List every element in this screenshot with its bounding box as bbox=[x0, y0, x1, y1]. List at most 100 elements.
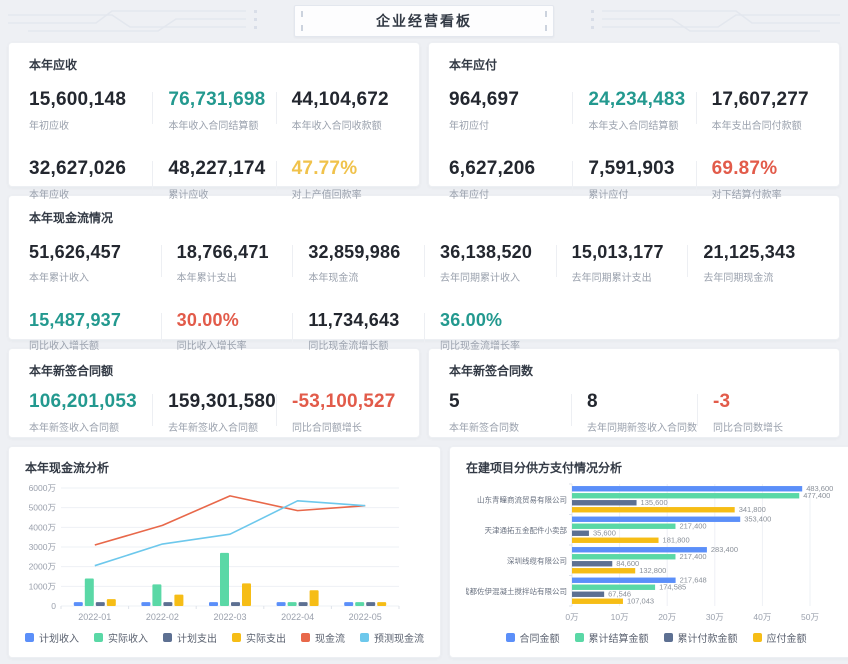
stat-lastyear-income: 36,138,520 去年同期累计收入 bbox=[424, 242, 556, 284]
row-new-contracts: 本年新签合同额 106,201,053 本年新签收入合同额 159,301,58… bbox=[8, 348, 840, 438]
stat-income-contract-settlement: 76,731,698 本年收入合同结算额 bbox=[152, 89, 275, 132]
bar-实际收入 bbox=[84, 578, 94, 606]
bar-计划支出 bbox=[366, 602, 376, 606]
legend-item-forecast-cashflow[interactable]: 预测现金流 bbox=[360, 630, 424, 645]
card-title: 本年新签合同数 bbox=[449, 364, 534, 378]
legend-swatch bbox=[663, 633, 673, 642]
corner-tick bbox=[545, 25, 547, 31]
bar-累计结算金额 bbox=[572, 523, 676, 529]
lines bbox=[94, 495, 366, 567]
bar-合同金额 bbox=[572, 516, 741, 522]
legend-label: 合同金额 bbox=[519, 634, 560, 645]
svg-text:107,043: 107,043 bbox=[627, 596, 654, 605]
svg-text:132,800: 132,800 bbox=[639, 566, 666, 575]
svg-text:84,600: 84,600 bbox=[616, 559, 639, 568]
stat-label: 本年支出合同付款额 bbox=[711, 121, 802, 132]
stat-current-year-receivable: 32,627,026 本年应收 bbox=[29, 158, 152, 201]
bar-计划收入 bbox=[276, 602, 286, 606]
svg-text:217,400: 217,400 bbox=[679, 521, 706, 530]
chart-title: 在建项目分供方支付情况分析 bbox=[466, 461, 623, 475]
bar-计划支出 bbox=[163, 602, 173, 606]
row-receivable-payable: 本年应收 15,600,148 年初应收 76,731,698 本年收入合同结算… bbox=[8, 42, 840, 201]
stat-label: 本年收入合同收款额 bbox=[291, 121, 382, 132]
legend-swatch bbox=[574, 633, 584, 642]
legend-swatch bbox=[232, 633, 241, 642]
legend-item-settled-amount[interactable]: 累计结算金额 bbox=[574, 630, 649, 645]
stat-label: 对上产值回款率 bbox=[291, 190, 362, 201]
stat-label: 同比现金流增长率 bbox=[440, 341, 520, 352]
bar-累计付款金额 bbox=[572, 561, 613, 567]
card-title: 本年应收 bbox=[29, 58, 78, 72]
stat-label: 同比现金流增长额 bbox=[308, 341, 389, 352]
svg-text:5000万: 5000万 bbox=[29, 503, 56, 513]
svg-text:1000万: 1000万 bbox=[29, 581, 56, 591]
legend-label: 预测现金流 bbox=[374, 634, 424, 645]
svg-text:2022-02: 2022-02 bbox=[146, 612, 179, 622]
stat-value: 159,301,580 bbox=[168, 391, 276, 412]
stat-label: 年初应收 bbox=[29, 121, 69, 132]
circuit-decoration-right bbox=[591, 10, 840, 32]
bar-合同金额 bbox=[572, 547, 707, 553]
bar-计划收入 bbox=[209, 602, 218, 606]
legend-swatch bbox=[25, 633, 34, 642]
stat-label: 本年累计收入 bbox=[29, 273, 89, 284]
line-现金流 bbox=[94, 495, 366, 546]
legend-item-contract-amount[interactable]: 合同金额 bbox=[505, 630, 560, 645]
x-axis-labels: 2022-01 2022-02 2022-03 2022-04 2022-05 bbox=[60, 606, 400, 622]
stat-new-contract-amount: 106,201,053 本年新签收入合同额 bbox=[29, 391, 152, 434]
legend-swatch bbox=[94, 633, 103, 642]
legend-item-paid-amount[interactable]: 累计付款金额 bbox=[663, 630, 738, 645]
svg-text:67,546: 67,546 bbox=[608, 589, 631, 598]
svg-text:477,400: 477,400 bbox=[803, 491, 830, 500]
bar-计划支出 bbox=[95, 602, 105, 606]
stat-value: 7,591,903 bbox=[588, 158, 675, 179]
svg-text:353,400: 353,400 bbox=[744, 514, 771, 523]
stat-label: 去年新签收入合同额 bbox=[168, 423, 259, 434]
stat-income-contract-collection: 44,104,672 本年收入合同收款额 bbox=[275, 89, 399, 132]
legend-label: 累计付款金额 bbox=[677, 634, 738, 645]
stat-yoy-contract-amount-growth: -53,100,527 同比合同额增长 bbox=[275, 391, 399, 434]
legend-item-planned-expense[interactable]: 计划支出 bbox=[163, 630, 217, 645]
bar-应付金额 bbox=[572, 598, 623, 604]
legend-item-planned-income[interactable]: 计划收入 bbox=[25, 630, 79, 645]
svg-text:135,600: 135,600 bbox=[641, 498, 668, 507]
stat-accumulated-payable: 7,591,903 累计应付 bbox=[572, 158, 695, 201]
bar-合同金额 bbox=[572, 486, 803, 492]
card-cashflow-overview: 本年现金流情况 51,626,457 本年累计收入 18,766,471 本年累… bbox=[8, 195, 840, 352]
stat-value: 964,697 bbox=[449, 89, 520, 110]
svg-text:40万: 40万 bbox=[753, 612, 771, 622]
legend-item-actual-expense[interactable]: 实际支出 bbox=[232, 630, 286, 645]
svg-text:3000万: 3000万 bbox=[29, 542, 56, 552]
stats-grid: 51,626,457 本年累计收入 18,766,471 本年累计支出 32,8… bbox=[29, 242, 819, 352]
stat-begin-year-payable: 964,697 年初应付 bbox=[449, 89, 572, 132]
stat-value: 36.00% bbox=[440, 310, 503, 330]
stat-label: 本年收入合同结算额 bbox=[168, 121, 259, 132]
stats-grid: 5 本年新签合同数 8 去年同期新签收入合同数 -3 同比合同数增长 bbox=[449, 391, 819, 434]
stat-label: 本年新签收入合同额 bbox=[29, 423, 119, 434]
svg-text:10万: 10万 bbox=[611, 612, 629, 622]
stat-label: 同比收入增长率 bbox=[176, 341, 247, 352]
legend-swatch bbox=[301, 633, 310, 642]
page-title: 企业经营看板 bbox=[376, 13, 472, 29]
legend-item-actual-income[interactable]: 实际收入 bbox=[94, 630, 148, 645]
stat-yoy-contract-count-growth: -3 同比合同数增长 bbox=[697, 391, 819, 434]
page-title-box: 企业经营看板 bbox=[294, 5, 554, 37]
stat-value: 51,626,457 bbox=[29, 242, 122, 262]
svg-text:20万: 20万 bbox=[658, 612, 676, 622]
stat-label: 本年现金流 bbox=[308, 273, 359, 284]
bar-实际支出 bbox=[309, 590, 319, 606]
stat-new-contract-count: 5 本年新签合同数 bbox=[449, 391, 571, 434]
stat-lastyear-expense: 15,013,177 去年同期累计支出 bbox=[555, 242, 688, 284]
legend-item-payable-amount[interactable]: 应付金额 bbox=[752, 630, 807, 645]
corner-tick bbox=[301, 25, 303, 31]
legend-label: 计划支出 bbox=[177, 634, 217, 645]
dashboard-header: 企业经营看板 bbox=[8, 0, 840, 42]
card-supplier-payment-chart: 在建项目分供方支付情况分析 0万 10万 20万 30万 40万 50万 483,600 47… bbox=[449, 446, 848, 658]
card-title: 本年新签合同额 bbox=[29, 364, 114, 378]
bar-应付金额 bbox=[572, 537, 659, 543]
stat-value: 76,731,698 bbox=[168, 89, 266, 110]
legend-item-cashflow[interactable]: 现金流 bbox=[301, 630, 345, 645]
